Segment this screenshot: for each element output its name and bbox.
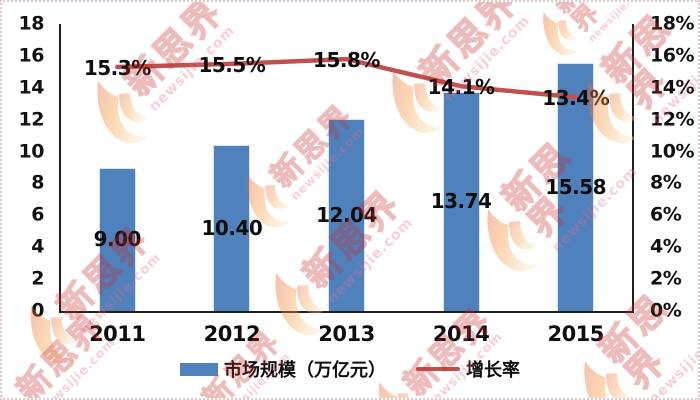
y-tick-left: 2 xyxy=(31,267,44,290)
right-y-axis-line xyxy=(632,24,634,312)
y-tick-right: 2% xyxy=(650,267,682,290)
bar-value-label: 12.04 xyxy=(316,203,377,227)
y-tick-right: 4% xyxy=(650,235,682,258)
y-tick-left: 8 xyxy=(31,171,44,194)
bar-2012 xyxy=(213,145,251,311)
x-axis-label-2013: 2013 xyxy=(318,322,375,346)
bar-2011 xyxy=(98,167,136,311)
line-point-label: 14.1% xyxy=(427,75,495,100)
y-tick-left: 18 xyxy=(18,12,45,35)
bar-value-label: 9.00 xyxy=(93,227,142,252)
x-axis-label-2011: 2011 xyxy=(89,322,146,346)
line-point-label: 15.5% xyxy=(198,52,266,77)
y-tick-right: 8% xyxy=(650,171,682,194)
legend-label: 增长率 xyxy=(466,360,520,381)
y-tick-right: 18% xyxy=(650,12,694,35)
bar-series-swatch xyxy=(180,362,218,376)
y-tick-left: 10 xyxy=(18,140,45,163)
bar-2013 xyxy=(328,119,365,311)
x-axis-label-2012: 2012 xyxy=(203,322,261,346)
y-tick-left: 14 xyxy=(18,76,45,99)
bar-2014 xyxy=(442,91,480,311)
legend-label: 市场规模（万亿元） xyxy=(224,360,386,381)
left-y-axis-line xyxy=(59,24,61,312)
y-tick-left: 16 xyxy=(18,44,45,67)
y-tick-left: 4 xyxy=(31,235,44,258)
y-tick-right: 6% xyxy=(650,203,682,226)
y-tick-right: 14% xyxy=(650,76,694,99)
x-axis-line xyxy=(59,311,634,313)
legend-item-market-size: 市场规模（万亿元） xyxy=(180,356,386,382)
legend-item-growth-rate: 增长率 xyxy=(416,356,520,382)
y-tick-left: 12 xyxy=(18,108,45,131)
y-tick-right: 12% xyxy=(650,108,694,131)
y-tick-right: 0% xyxy=(650,299,682,322)
x-axis-label-2014: 2014 xyxy=(432,322,490,346)
y-tick-right: 16% xyxy=(650,44,694,67)
x-axis-label-2015: 2015 xyxy=(547,322,604,346)
bar-value-label: 15.58 xyxy=(545,174,607,199)
line-series-swatch xyxy=(416,367,460,371)
legend: 市场规模（万亿元） 增长率 xyxy=(2,356,698,382)
bar-value-label: 13.74 xyxy=(430,189,492,214)
line-point-label: 15.3% xyxy=(83,56,151,81)
line-point-label: 13.4% xyxy=(542,86,610,111)
line-point-label: 15.8% xyxy=(313,48,380,73)
y-tick-right: 10% xyxy=(650,140,694,163)
y-tick-left: 6 xyxy=(31,203,44,226)
